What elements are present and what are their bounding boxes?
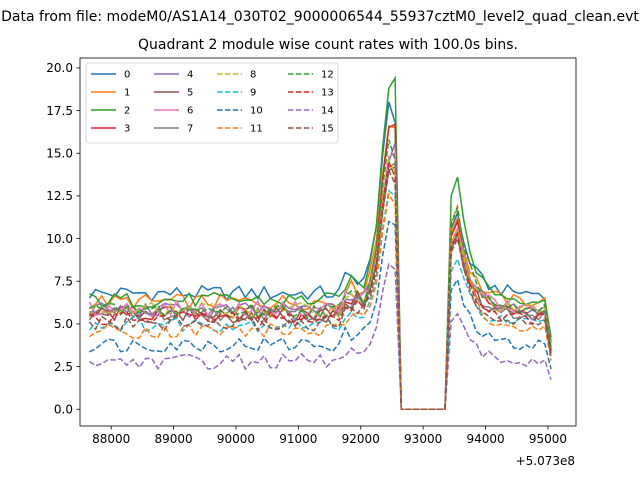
series-line-10 xyxy=(89,220,552,411)
legend-frame xyxy=(85,62,339,144)
x-tick-label: 94000 xyxy=(466,432,504,446)
legend-label-2: 2 xyxy=(124,106,130,117)
x-tick-label: 89000 xyxy=(154,432,192,446)
legend-label-11: 11 xyxy=(250,124,263,135)
series-line-12 xyxy=(89,139,552,411)
series-lines xyxy=(88,75,552,411)
legend-label-12: 12 xyxy=(321,70,334,81)
y-axis: 0.0 2.5 5.0 7.5 10.0 12.5 15.0 17.5 20.0 xyxy=(46,61,80,417)
y-tick-label: 17.5 xyxy=(46,104,73,118)
legend-label-3: 3 xyxy=(124,124,130,135)
series-line-3 xyxy=(89,122,552,411)
figure-suptitle: Data from file: modeM0/AS1A14_030T02_900… xyxy=(1,9,639,25)
y-tick-label: 2.5 xyxy=(54,360,73,374)
series-line-0 xyxy=(88,101,552,411)
legend-label-13: 13 xyxy=(321,88,334,99)
series-line-6 xyxy=(88,151,552,411)
series-line-15 xyxy=(88,167,552,411)
legend-label-10: 10 xyxy=(250,106,263,117)
legend-label-8: 8 xyxy=(250,70,256,81)
chart-title: Quadrant 2 module wise count rates with … xyxy=(138,37,518,53)
x-tick-label: 93000 xyxy=(404,432,442,446)
y-tick-label: 20.0 xyxy=(46,61,73,75)
y-tick-label: 0.0 xyxy=(54,403,73,417)
legend-label-0: 0 xyxy=(124,70,130,81)
y-tick-label: 5.0 xyxy=(54,317,73,331)
legend-label-7: 7 xyxy=(187,124,193,135)
x-offset-text: +5.073e8 xyxy=(516,454,575,468)
legend-label-6: 6 xyxy=(187,106,193,117)
legend-label-9: 9 xyxy=(250,88,256,99)
y-tick-label: 15.0 xyxy=(46,147,73,161)
x-tick-label: 92000 xyxy=(342,432,380,446)
legend-label-5: 5 xyxy=(187,88,193,99)
x-tick-label: 95000 xyxy=(529,432,567,446)
x-axis: 88000 89000 90000 91000 92000 93000 94000 95000 xyxy=(92,426,567,446)
series-line-1 xyxy=(88,124,552,411)
y-tick-label: 12.5 xyxy=(46,189,73,203)
series-line-14 xyxy=(88,262,552,411)
series-line-5 xyxy=(88,165,552,411)
series-line-2 xyxy=(89,75,552,411)
series-line-13 xyxy=(89,158,552,411)
series-line-9 xyxy=(88,189,552,411)
plot-frame xyxy=(79,57,577,427)
x-tick-label: 91000 xyxy=(279,432,317,446)
series-line-11 xyxy=(88,192,552,411)
x-tick-label: 88000 xyxy=(92,432,130,446)
legend-label-4: 4 xyxy=(187,70,193,81)
legend-label-14: 14 xyxy=(321,106,334,117)
y-tick-label: 7.5 xyxy=(54,275,73,289)
y-tick-label: 10.0 xyxy=(46,232,73,246)
series-line-8 xyxy=(88,157,552,411)
legend-label-1: 1 xyxy=(124,88,130,99)
x-tick-label: 90000 xyxy=(217,432,255,446)
legend-label-15: 15 xyxy=(321,124,334,135)
